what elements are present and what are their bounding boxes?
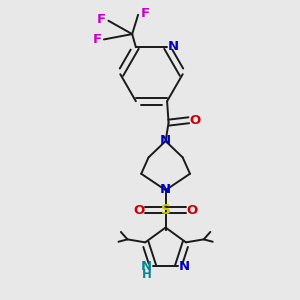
Text: F: F xyxy=(93,33,102,46)
Text: O: O xyxy=(187,204,198,217)
Text: N: N xyxy=(141,260,152,273)
Text: N: N xyxy=(168,40,179,53)
Text: F: F xyxy=(96,13,106,26)
Text: S: S xyxy=(160,203,171,217)
Text: N: N xyxy=(179,260,190,273)
Text: H: H xyxy=(142,268,152,281)
Text: F: F xyxy=(141,7,150,20)
Text: O: O xyxy=(190,114,201,127)
Text: N: N xyxy=(160,183,171,196)
Text: N: N xyxy=(160,134,171,147)
Text: O: O xyxy=(133,204,145,217)
